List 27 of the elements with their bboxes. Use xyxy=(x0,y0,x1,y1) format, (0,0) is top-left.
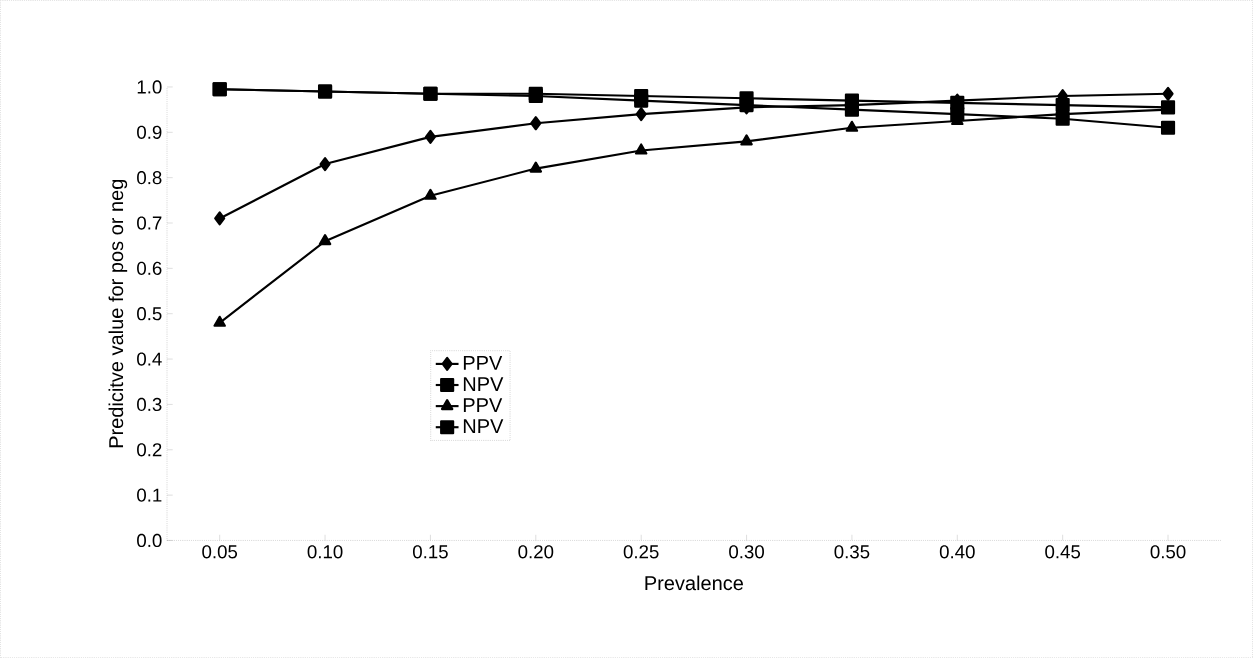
legend-label: NPV xyxy=(463,419,504,434)
legend-label: PPV xyxy=(463,398,503,412)
x-tick-label: 0.15 xyxy=(412,545,448,559)
y-tick-label: 0.4 xyxy=(137,352,162,366)
x-tick-label: 0.40 xyxy=(939,545,975,559)
y-tick-label: 0.8 xyxy=(137,170,162,185)
y-tick-label: 1.0 xyxy=(137,80,162,94)
y-tick-label: 0.2 xyxy=(137,443,162,457)
x-tick-label: 0.20 xyxy=(518,545,554,559)
x-axis-title: Prevalence xyxy=(645,575,743,591)
x-tick-label: 0.30 xyxy=(729,545,764,559)
y-axis-title: Predicitve value for pos or neg xyxy=(108,179,128,448)
y-tick-label: 0.0 xyxy=(137,533,162,548)
legend-label: PPV xyxy=(463,355,503,370)
x-tick-label: 0.50 xyxy=(1150,545,1186,559)
y-tick-label: 0.3 xyxy=(137,397,162,411)
y-tick-label: 0.6 xyxy=(137,261,162,275)
y-tick-label: 0.9 xyxy=(137,125,162,139)
x-tick-label: 0.10 xyxy=(307,545,343,559)
x-tick-label: 0.35 xyxy=(834,545,870,559)
y-tick-label: 0.1 xyxy=(137,488,162,502)
y-tick-label: 0.5 xyxy=(137,307,162,321)
x-tick-label: 0.45 xyxy=(1045,545,1081,559)
legend-label: NPV xyxy=(463,377,504,391)
x-tick-label: 0.05 xyxy=(202,545,238,559)
x-tick-label: 0.25 xyxy=(623,545,659,559)
y-tick-label: 0.7 xyxy=(137,216,162,230)
